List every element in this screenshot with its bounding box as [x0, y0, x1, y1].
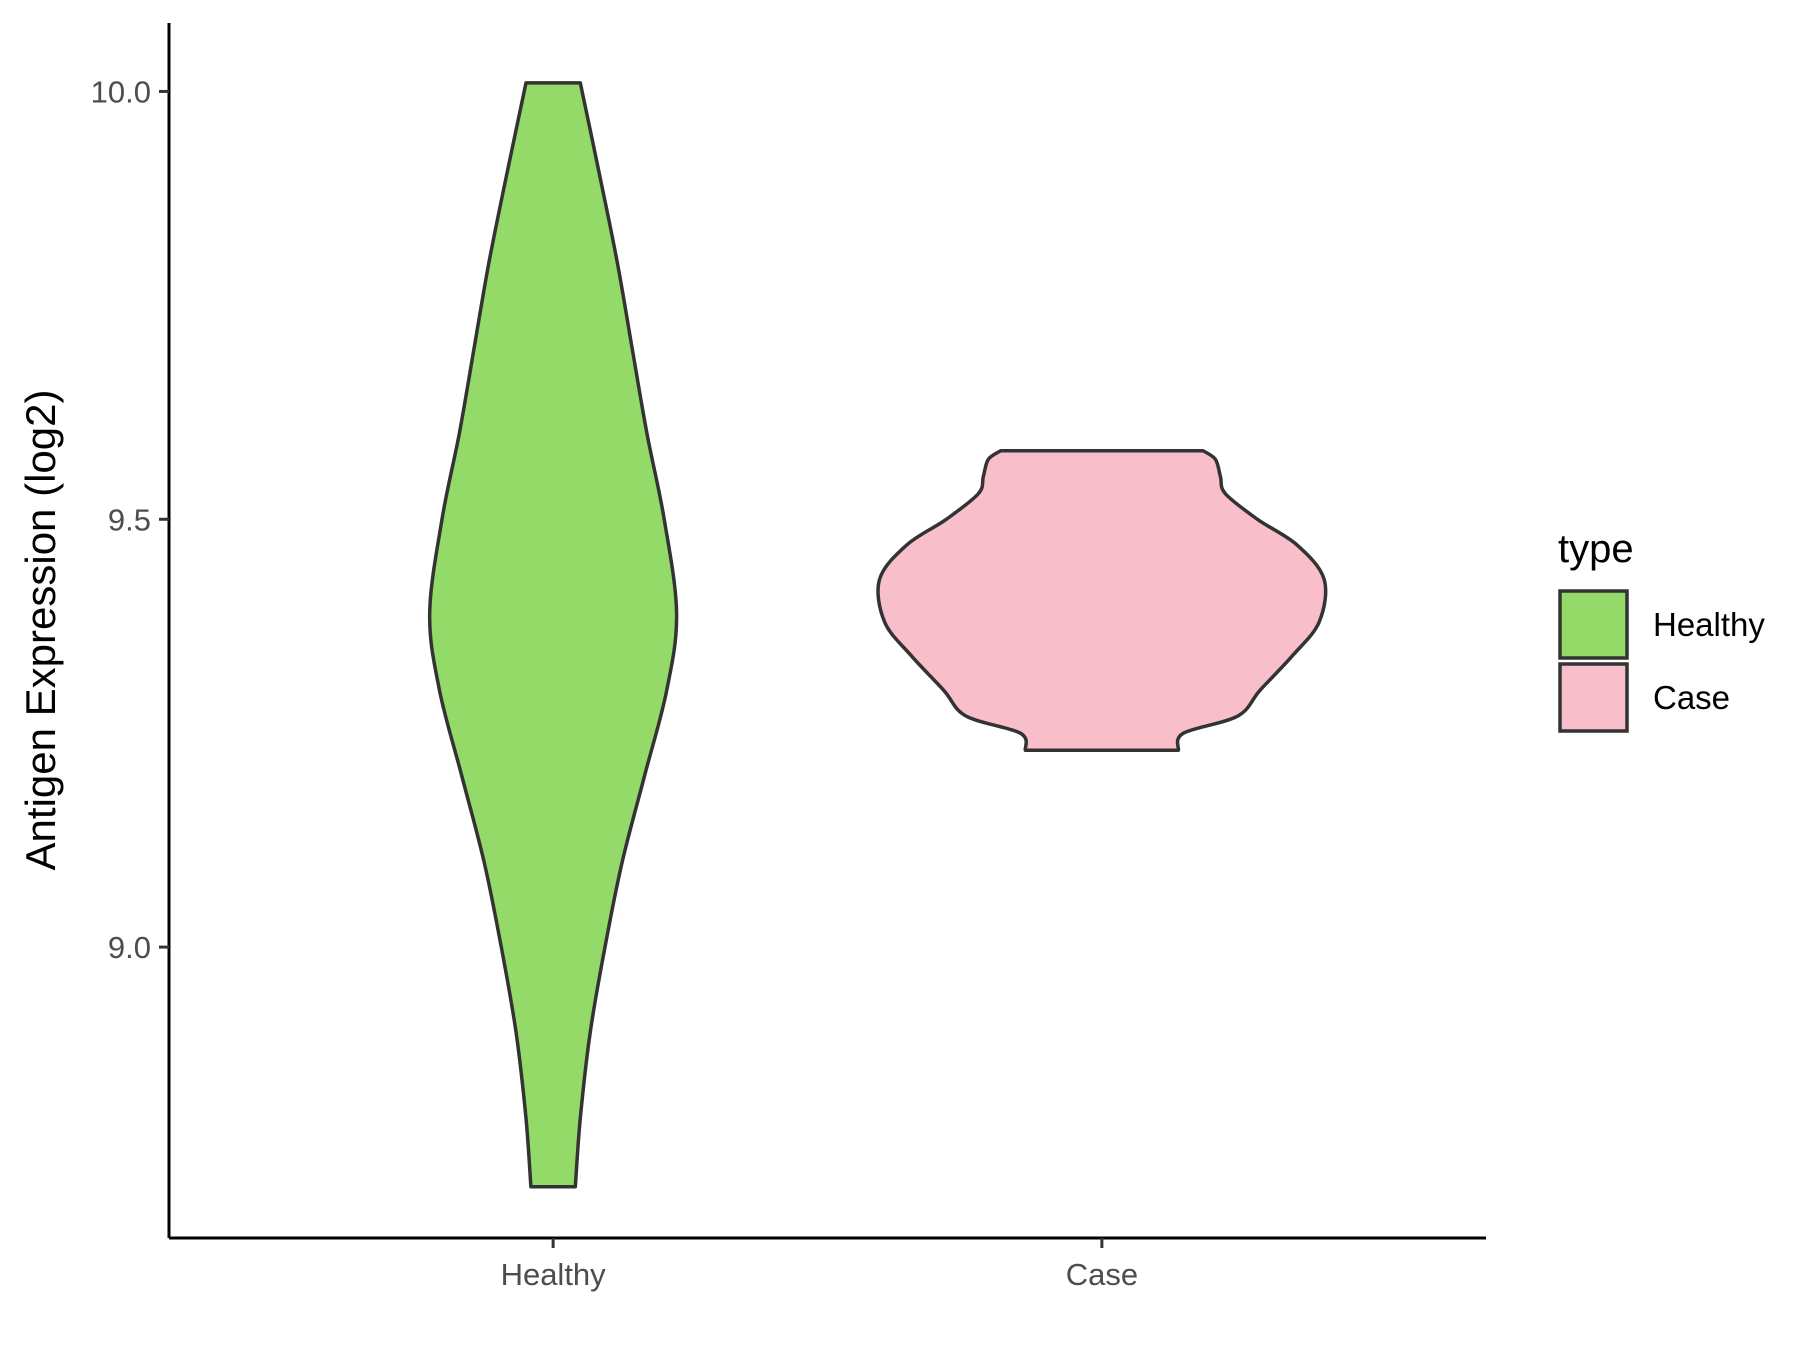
legend-title: type	[1558, 527, 1634, 571]
legend-label-healthy: Healthy	[1653, 606, 1765, 643]
y-axis-ticks: 9.0 9.5 10.0	[91, 74, 169, 965]
y-tick-label: 10.0	[91, 74, 151, 109]
x-tick-label: Healthy	[501, 1257, 607, 1292]
x-axis-ticks: Healthy Case	[501, 1238, 1138, 1292]
violin-case	[876, 449, 1328, 753]
y-tick-label: 9.0	[108, 930, 151, 965]
x-tick-label: Case	[1066, 1257, 1138, 1292]
y-axis-title: Antigen Expression (log2)	[17, 390, 64, 871]
legend-key-case	[1558, 662, 1629, 733]
violin-healthy	[427, 81, 679, 1189]
legend: type Healthy Case	[1558, 527, 1765, 733]
violins	[427, 81, 1328, 1189]
legend-key-healthy	[1558, 589, 1629, 660]
legend-label-case: Case	[1653, 679, 1730, 716]
y-tick-label: 9.5	[108, 502, 151, 537]
